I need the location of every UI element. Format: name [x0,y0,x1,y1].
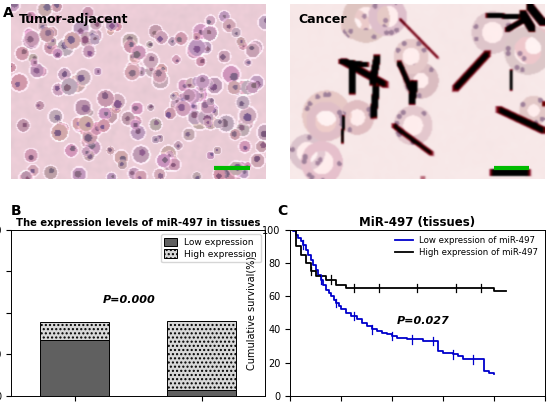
Legend: Low expression, High expression: Low expression, High expression [161,234,261,263]
Bar [40,322,109,340]
High expression of miR-497 [503,289,510,294]
Text: C: C [278,204,288,218]
High expression of miR-497 [323,277,329,282]
Text: A: A [3,6,14,20]
Line: Low expression of miR-497: Low expression of miR-497 [290,230,494,375]
High expression of miR-497 [333,282,339,287]
Title: The expression levels of miR-497 in tissues: The expression levels of miR-497 in tiss… [16,217,260,227]
Low expression of miR-497 [328,294,334,299]
High expression of miR-497 [439,286,446,290]
Bar [167,390,236,396]
High expression of miR-497 [364,286,370,290]
High expression of miR-497 [389,286,395,290]
Title: MiR-497 (tissues): MiR-497 (tissues) [359,215,476,229]
Low expression of miR-497 [485,370,492,375]
Text: P=0.000: P=0.000 [102,295,155,305]
High expression of miR-497 [465,286,471,290]
High expression of miR-497 [298,252,304,257]
Text: Cancer: Cancer [298,13,346,26]
High expression of miR-497 [292,244,299,249]
Low expression of miR-497 [419,339,426,343]
Text: P=0.027: P=0.027 [397,316,450,326]
High expression of miR-497 [343,286,350,290]
Text: Tumor-adjacent: Tumor-adjacent [19,13,128,26]
Y-axis label: Cumulative survival(%): Cumulative survival(%) [247,256,257,370]
Bar [40,340,109,396]
Text: B: B [11,204,21,218]
Bar [167,321,236,390]
High expression of miR-497 [312,274,319,279]
High expression of miR-497 [491,289,497,294]
Low expression of miR-497 [325,290,332,295]
Low expression of miR-497 [404,337,411,342]
Low expression of miR-497 [287,227,294,232]
Low expression of miR-497 [315,272,322,277]
Legend: Low expression of miR-497, High expression of miR-497: Low expression of miR-497, High expressi… [394,234,540,259]
High expression of miR-497 [302,261,309,265]
Low expression of miR-497 [491,372,497,377]
High expression of miR-497 [414,286,421,290]
Line: High expression of miR-497: High expression of miR-497 [290,230,507,291]
High expression of miR-497 [287,227,294,232]
High expression of miR-497 [307,269,314,274]
High expression of miR-497 [353,286,360,290]
